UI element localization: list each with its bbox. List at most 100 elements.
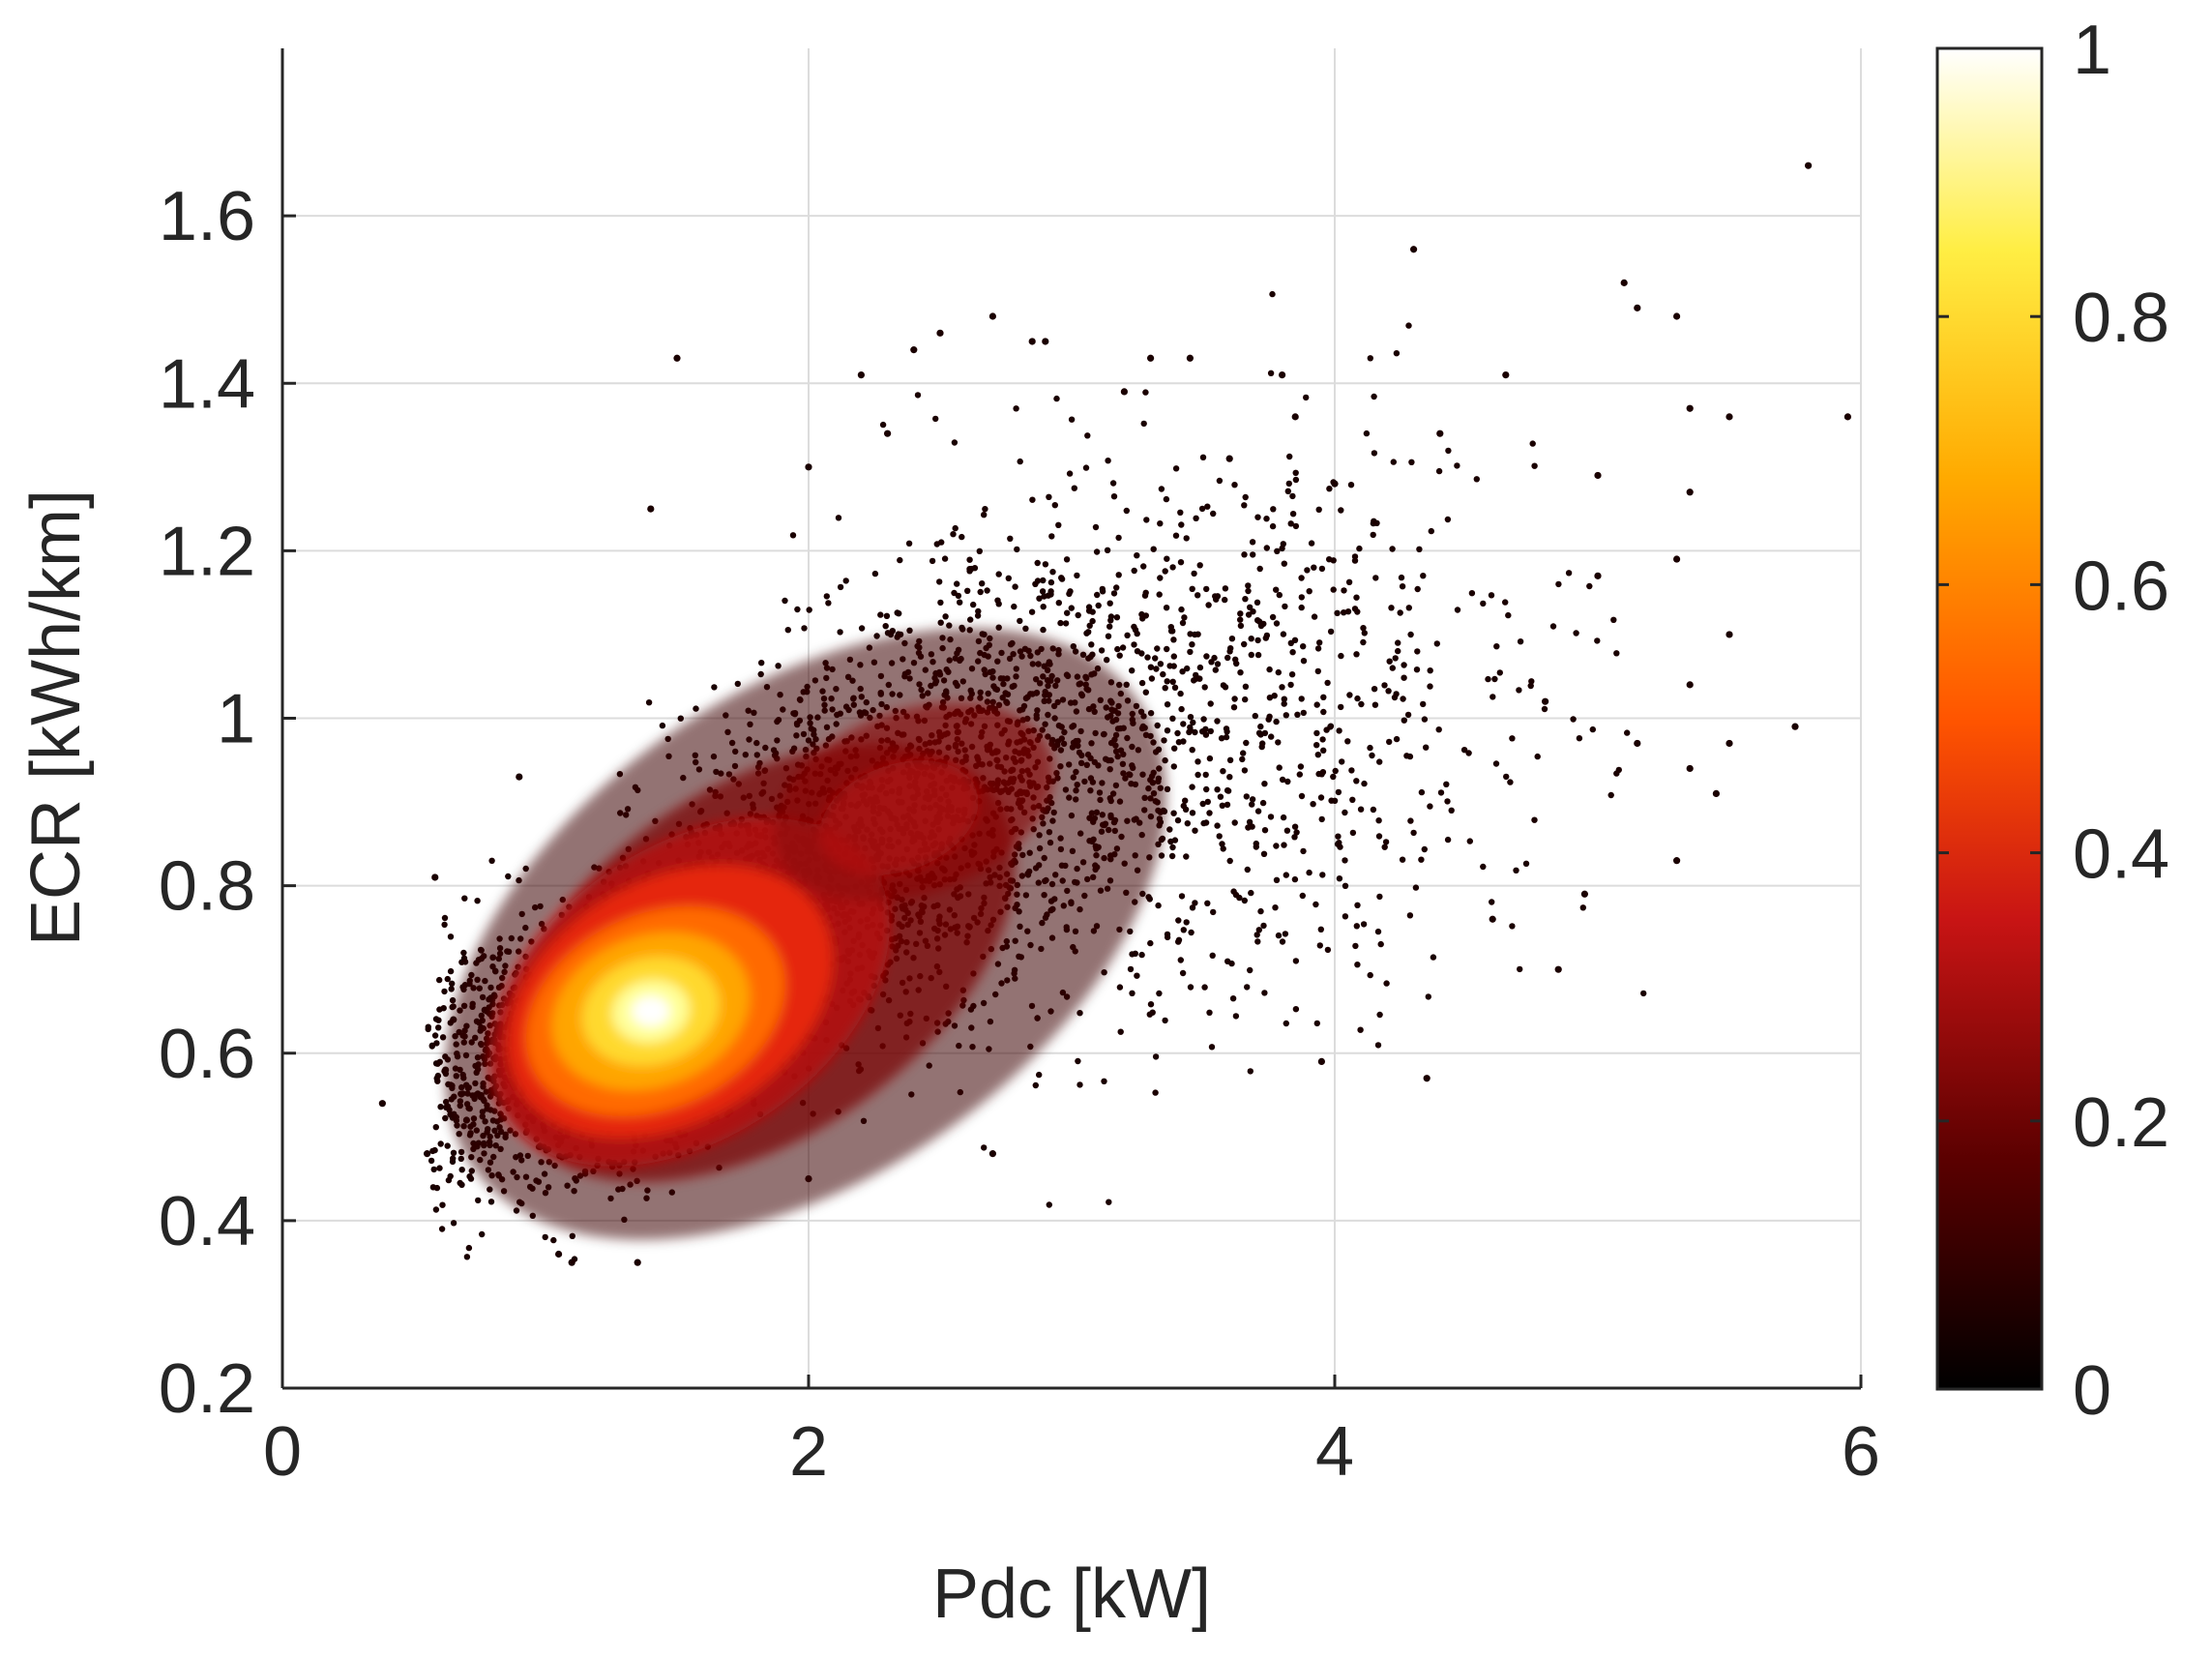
scatter-point — [1241, 502, 1247, 508]
scatter-point — [953, 525, 959, 531]
scatter-point — [1369, 753, 1374, 758]
scatter-point — [1138, 650, 1144, 656]
scatter-point — [1224, 959, 1230, 964]
scatter-point — [1358, 807, 1364, 813]
scatter-point — [1207, 755, 1213, 761]
scatter-point — [1206, 1010, 1212, 1016]
scatter-point — [1180, 721, 1186, 726]
scatter-point — [1390, 665, 1396, 670]
scatter-point — [1254, 637, 1260, 643]
scatter-point — [1410, 830, 1416, 836]
scatter-point — [1189, 784, 1194, 789]
scatter-point — [929, 558, 935, 564]
scatter-point — [1153, 1053, 1159, 1059]
scatter-point — [1289, 493, 1295, 499]
scatter-point — [1018, 459, 1023, 464]
scatter-point — [1227, 645, 1233, 651]
scatter-point — [1423, 745, 1429, 751]
scatter-point — [1043, 561, 1048, 567]
scatter-point — [550, 1237, 556, 1243]
scatter-point — [1326, 486, 1332, 491]
scatter-point — [1309, 540, 1314, 546]
scatter-point — [1107, 601, 1113, 607]
scatter-point — [1213, 666, 1219, 672]
scatter-point — [1256, 730, 1262, 736]
scatter-point — [1436, 468, 1442, 474]
scatter-point — [1427, 803, 1432, 809]
scatter-point — [1401, 675, 1406, 681]
scatter-point — [1338, 653, 1343, 659]
scatter-point — [1180, 620, 1186, 626]
scatter-point — [1188, 984, 1194, 990]
scatter-point — [915, 392, 921, 398]
scatter-point — [1184, 666, 1190, 671]
scatter-point — [1157, 591, 1163, 597]
scatter-point — [1190, 586, 1195, 592]
scatter-point — [1242, 898, 1248, 903]
scatter-point — [1276, 669, 1282, 675]
scatter-point — [1177, 691, 1183, 696]
scatter-point — [1304, 567, 1310, 573]
scatter-point — [1255, 652, 1261, 658]
scatter-point — [1469, 590, 1475, 596]
scatter-point — [439, 1202, 445, 1208]
scatter-point — [1171, 663, 1177, 668]
scatter-point — [1148, 665, 1154, 670]
scatter-point — [1270, 614, 1276, 620]
scatter-point — [1273, 843, 1279, 848]
scatter-point — [1159, 486, 1165, 491]
scatter-point — [1283, 1021, 1289, 1026]
scatter-point — [937, 600, 943, 606]
scatter-point — [1282, 700, 1287, 706]
scatter-point — [1580, 904, 1586, 910]
scatter-point — [1400, 583, 1405, 589]
scatter-point — [1311, 565, 1316, 571]
scatter-point — [859, 625, 865, 631]
scatter-point — [1154, 645, 1160, 651]
scatter-point — [1172, 837, 1178, 843]
scatter-point — [1094, 548, 1100, 554]
scatter-point — [1279, 684, 1284, 690]
scatter-point — [1144, 654, 1150, 660]
scatter-point — [1261, 781, 1267, 786]
scatter-point — [838, 584, 843, 590]
scatter-point — [1069, 417, 1075, 423]
scatter-point — [1294, 712, 1300, 718]
scatter-point — [952, 439, 958, 445]
scatter-point — [1064, 610, 1070, 616]
scatter-point — [1387, 659, 1393, 665]
scatter-point — [1210, 511, 1216, 517]
scatter-point — [1454, 462, 1460, 468]
scatter-point — [1285, 489, 1291, 494]
scatter-point — [1200, 801, 1206, 807]
scatter-point — [1242, 596, 1248, 602]
scatter-point — [1111, 590, 1117, 596]
scatter-point — [1346, 692, 1352, 697]
scatter-point — [1257, 724, 1263, 729]
scatter-point — [1300, 643, 1306, 649]
scatter-point — [1172, 685, 1178, 691]
scatter-point — [1196, 675, 1202, 681]
scatter-point — [1134, 552, 1139, 558]
scatter-point — [1011, 604, 1017, 609]
scatter-point — [959, 534, 964, 540]
scatter-point — [1084, 432, 1090, 438]
scatter-point — [1344, 738, 1350, 744]
scatter-point — [1029, 609, 1035, 615]
scatter-point — [1312, 902, 1318, 907]
scatter-point — [1169, 716, 1175, 722]
scatter-point — [1075, 1058, 1080, 1064]
scatter-point — [1151, 547, 1157, 552]
scatter-point — [1114, 646, 1120, 652]
scatter-point — [1133, 627, 1138, 633]
scatter-point — [1220, 803, 1225, 809]
scatter-point — [1133, 951, 1138, 957]
scatter-point — [1055, 522, 1061, 528]
scatter-point — [1378, 941, 1384, 947]
scatter-point — [1033, 1082, 1039, 1088]
scatter-point — [1258, 623, 1264, 629]
scatter-point — [1149, 675, 1155, 681]
scatter-point — [1415, 586, 1421, 592]
scatter-point — [1139, 680, 1145, 686]
scatter-point — [1241, 551, 1247, 557]
